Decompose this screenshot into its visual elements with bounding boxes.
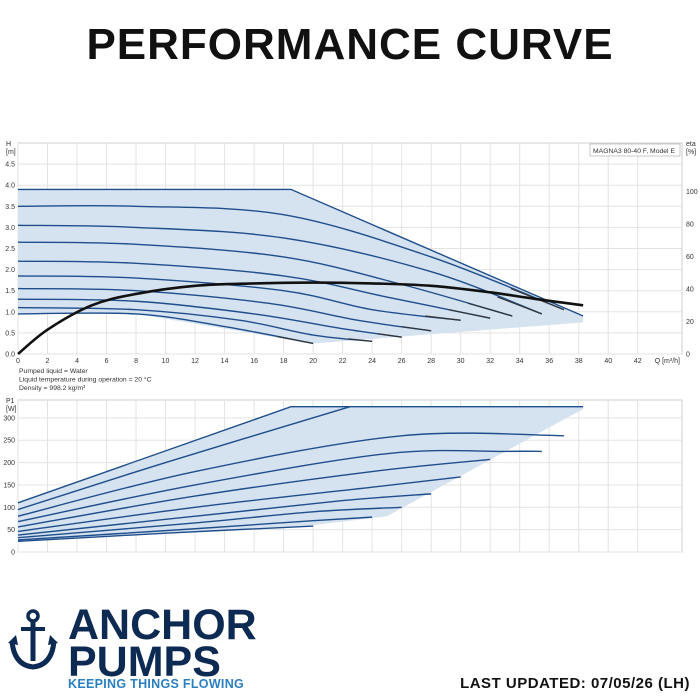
y2-tick-label: 20 bbox=[686, 319, 694, 326]
x-tick-label: 30 bbox=[457, 358, 465, 365]
model-label-box bbox=[589, 143, 681, 157]
x-tick-label: 0 bbox=[16, 358, 20, 365]
x-tick-label: 40 bbox=[604, 358, 612, 365]
y2-axis-label: eta bbox=[686, 141, 696, 148]
curve-tail bbox=[448, 309, 491, 319]
y-tick-label: 150 bbox=[3, 482, 15, 489]
liquid-note: Pumped liquid = Water bbox=[19, 368, 88, 375]
y-tick-label: 100 bbox=[3, 505, 15, 512]
x-tick-label: 12 bbox=[191, 358, 199, 365]
curve-tail bbox=[497, 296, 543, 315]
performance-curve bbox=[17, 224, 543, 315]
x-tick-label: 42 bbox=[634, 358, 642, 365]
performance-curve bbox=[17, 204, 565, 311]
performance-curve bbox=[17, 241, 513, 317]
y-tick-label: 0.0 bbox=[5, 352, 15, 359]
y-tick-label: 0.5 bbox=[5, 330, 15, 337]
curve-tail bbox=[425, 315, 461, 321]
performance-chart: 0.00.51.01.52.02.53.03.54.04.5H[m]020406… bbox=[3, 141, 698, 557]
x-tick-label: 10 bbox=[162, 358, 170, 365]
performance-curve bbox=[17, 298, 402, 338]
y-tick-label: 1.5 bbox=[5, 288, 15, 295]
x-tick-label: 8 bbox=[134, 358, 138, 365]
performance-curve bbox=[18, 188, 584, 317]
y-tick-label: 300 bbox=[3, 415, 15, 422]
performance-curve bbox=[17, 260, 491, 319]
y2-tick-label: 0 bbox=[686, 352, 690, 359]
y-tick-label: 1.0 bbox=[5, 309, 15, 316]
x-tick-label: 14 bbox=[221, 358, 229, 365]
y2-axis-unit: [%] bbox=[686, 149, 696, 156]
y-tick-label: 2.0 bbox=[5, 267, 15, 274]
x-tick-label: 2 bbox=[46, 358, 50, 365]
x-tick-label: 26 bbox=[398, 358, 406, 365]
y-axis-label: H bbox=[6, 141, 11, 148]
y-tick-label: 200 bbox=[3, 460, 15, 467]
performance-curve bbox=[17, 516, 373, 541]
x-tick-label: 18 bbox=[280, 358, 288, 365]
performance-curve bbox=[17, 275, 461, 321]
performance-curve bbox=[17, 287, 432, 332]
y-axis-unit: [W] bbox=[6, 406, 17, 413]
y-tick-label: 250 bbox=[3, 438, 15, 445]
last-updated-text: LAST UPDATED: 07/05/26 (LH) bbox=[460, 675, 690, 692]
performance-curve bbox=[17, 506, 402, 539]
operating-envelope bbox=[18, 406, 584, 541]
y2-tick-label: 80 bbox=[686, 222, 694, 229]
performance-curve bbox=[17, 449, 542, 523]
curve-tail bbox=[377, 333, 402, 338]
y-axis-label: P1 bbox=[6, 398, 15, 405]
x-tick-label: 24 bbox=[368, 358, 376, 365]
performance-curve bbox=[17, 525, 314, 542]
performance-curve bbox=[17, 458, 491, 528]
anchor-icon bbox=[8, 609, 58, 670]
performance-curve bbox=[17, 476, 461, 533]
performance-curve bbox=[17, 432, 564, 517]
x-tick-label: 36 bbox=[545, 358, 553, 365]
curve-tail bbox=[467, 302, 513, 317]
anchor-pumps-logo: ANCHOR PUMPS KEEPING THINGS FLOWING bbox=[8, 604, 257, 693]
performance-curve bbox=[17, 406, 584, 504]
x-tick-label: 38 bbox=[575, 358, 583, 365]
y2-tick-label: 40 bbox=[686, 287, 694, 294]
curve-tail bbox=[401, 325, 432, 332]
performance-curve bbox=[17, 493, 432, 536]
liquid-note: Density = 998.2 kg/m³ bbox=[19, 385, 86, 392]
performance-curve bbox=[17, 312, 314, 345]
y-tick-label: 2.5 bbox=[5, 246, 15, 253]
y2-tick-label: 100 bbox=[686, 189, 698, 196]
x-tick-label: 6 bbox=[105, 358, 109, 365]
y2-tick-label: 60 bbox=[686, 254, 694, 261]
page-title: PERFORMANCE CURVE bbox=[86, 20, 614, 69]
x-tick-label: 20 bbox=[309, 358, 317, 365]
x-tick-label: 34 bbox=[516, 358, 524, 365]
y-tick-label: 0 bbox=[11, 550, 15, 557]
y-tick-label: 4.5 bbox=[5, 162, 15, 169]
curve-tail bbox=[348, 338, 373, 342]
x-tick-label: 32 bbox=[486, 358, 494, 365]
x-tick-label: 16 bbox=[250, 358, 258, 365]
y-tick-label: 50 bbox=[7, 527, 15, 534]
x-tick-label: 22 bbox=[339, 358, 347, 365]
brand-name-line1: ANCHOR bbox=[68, 601, 257, 649]
brand-name-line2: PUMPS bbox=[68, 638, 221, 686]
brand-tagline: KEEPING THINGS FLOWING bbox=[68, 677, 245, 691]
y-axis-unit: [m] bbox=[6, 149, 16, 156]
x-tick-label: 28 bbox=[427, 358, 435, 365]
x-tick-label: 4 bbox=[75, 358, 79, 365]
curve-tail bbox=[277, 336, 314, 345]
y-tick-label: 3.5 bbox=[5, 204, 15, 211]
efficiency-curve bbox=[17, 281, 584, 356]
x-axis-label: Q [m³/h] bbox=[655, 358, 680, 365]
model-label: MAGNA3 80-40 F, Model E bbox=[593, 148, 675, 155]
performance-curve bbox=[17, 406, 351, 511]
y-tick-label: 4.0 bbox=[5, 183, 15, 190]
liquid-note: Liquid temperature during operation = 20… bbox=[19, 376, 152, 384]
y-tick-label: 3.0 bbox=[5, 225, 15, 232]
